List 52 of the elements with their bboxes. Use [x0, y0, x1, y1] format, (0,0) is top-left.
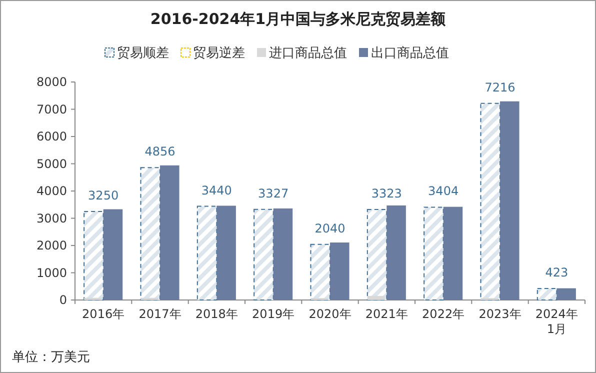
bar: [160, 165, 180, 300]
bar: [273, 208, 293, 300]
legend-label: 出口商品总值: [371, 46, 449, 61]
y-tick-label: 2000: [36, 238, 67, 252]
data-label: 3323: [371, 186, 402, 200]
y-tick-label: 4000: [36, 184, 67, 198]
x-tick-label: 2020年: [308, 307, 352, 321]
data-label: 2040: [314, 221, 346, 236]
bar: [536, 288, 558, 300]
x-tick-label: 2019年: [252, 307, 295, 321]
bar: [367, 296, 385, 300]
x-tick-label: 2022年: [422, 307, 465, 321]
bar: [386, 205, 406, 300]
x-tick-label: 2021年: [365, 307, 408, 321]
data-label: 3250: [88, 188, 119, 202]
bar: [330, 242, 350, 300]
bar: [500, 101, 520, 300]
bar: [103, 209, 123, 300]
data-label: 3404: [428, 184, 459, 198]
legend-label: 贸易逆差: [193, 46, 245, 61]
bar: [254, 208, 274, 300]
x-tick-label: 2023年: [478, 307, 522, 321]
data-label: 3327: [258, 186, 289, 200]
bar: [310, 244, 330, 300]
legend-label: 贸易顺差: [117, 46, 169, 61]
bar: [443, 206, 463, 300]
text: 单位：万美元: [12, 349, 90, 365]
data-label: 3440: [201, 183, 232, 198]
y-tick-label: 8000: [36, 75, 67, 89]
x-tick-label: 2016年: [82, 307, 125, 321]
y-tick-label: 5000: [36, 156, 67, 171]
y-tick-label: 3000: [36, 211, 67, 226]
bar: [480, 102, 500, 300]
bar: [366, 208, 388, 300]
data-label: 4856: [144, 144, 176, 159]
x-tick-label: 2017年: [138, 307, 182, 321]
y-tick-label: 1000: [36, 266, 67, 280]
x-tick-label: 2018年: [195, 307, 238, 321]
y-tick-label: 7000: [36, 102, 67, 116]
bar: [84, 210, 104, 300]
legend-label: 进口商品总值: [269, 46, 347, 61]
data-label: 423: [545, 265, 568, 280]
bar: [216, 206, 236, 300]
data-label: 7216: [484, 80, 516, 94]
bar: [140, 167, 160, 300]
bar: [196, 206, 218, 300]
x-tick-label: 2024年 1月: [535, 307, 578, 336]
bar: [556, 288, 576, 300]
chart-title: 2016-2024年1月中国与多米尼克贸易差额: [150, 10, 447, 28]
y-tick-label: 0: [59, 293, 67, 307]
y-tick-label: 6000: [36, 130, 67, 144]
bar: [424, 206, 444, 300]
